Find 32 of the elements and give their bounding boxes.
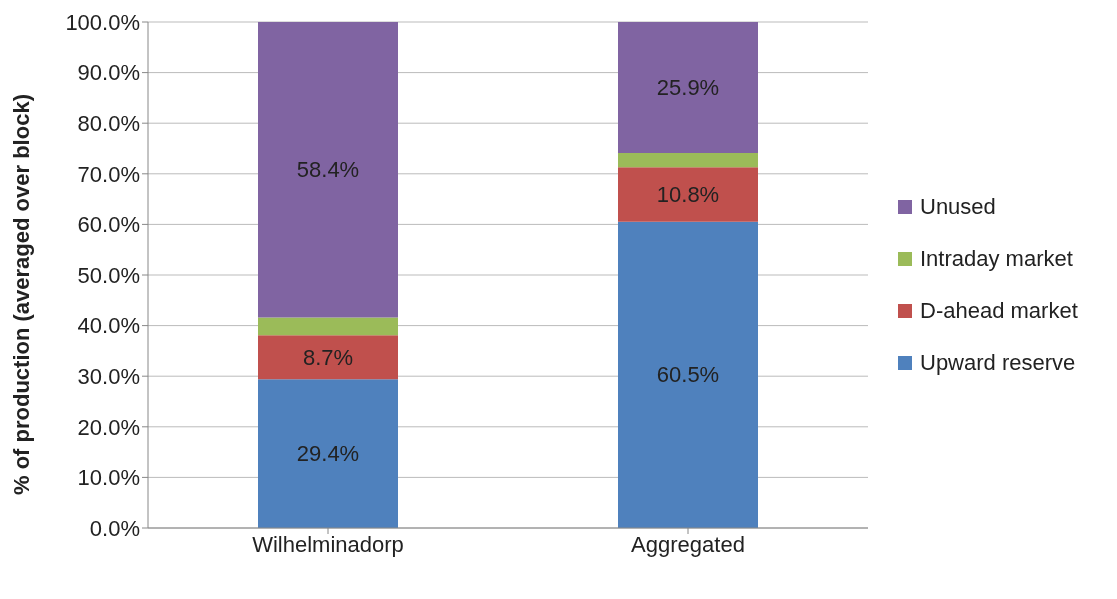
data-label: 25.9% bbox=[656, 75, 720, 101]
y-tick-label: 10.0% bbox=[77, 465, 140, 491]
y-tick-label: 100.0% bbox=[65, 9, 140, 35]
bar bbox=[618, 22, 758, 154]
y-tick-label: 0.0% bbox=[89, 515, 140, 541]
legend-label: Unused bbox=[920, 194, 996, 220]
bar bbox=[618, 167, 758, 222]
y-tick-label: 90.0% bbox=[77, 60, 140, 86]
y-axis-title: % of production (averaged over block) bbox=[8, 94, 34, 495]
data-label: 58.4% bbox=[296, 157, 360, 183]
y-tick-label: 30.0% bbox=[77, 364, 140, 390]
bar bbox=[618, 153, 758, 168]
data-label: 60.5% bbox=[656, 362, 720, 388]
y-tick-label: 40.0% bbox=[77, 313, 140, 339]
y-tick-label: 60.0% bbox=[77, 212, 140, 238]
bar bbox=[258, 317, 398, 336]
data-label: 8.7% bbox=[302, 344, 354, 370]
bar bbox=[258, 22, 398, 318]
y-tick-label: 50.0% bbox=[77, 262, 140, 288]
bar bbox=[258, 379, 398, 528]
x-tick-label: Wilhelminadorp bbox=[252, 531, 404, 557]
data-label: 10.8% bbox=[656, 182, 720, 208]
data-label: 29.4% bbox=[296, 441, 360, 467]
y-tick-label: 70.0% bbox=[77, 161, 140, 187]
bar bbox=[618, 221, 758, 528]
y-tick-label: 80.0% bbox=[77, 111, 140, 137]
bar bbox=[258, 335, 398, 380]
y-tick-label: 20.0% bbox=[77, 414, 140, 440]
legend-label: D-ahead market bbox=[920, 298, 1078, 324]
legend-label: Intraday market bbox=[920, 246, 1073, 272]
x-tick-label: Aggregated bbox=[631, 531, 745, 557]
legend-label: Upward reserve bbox=[920, 350, 1076, 376]
